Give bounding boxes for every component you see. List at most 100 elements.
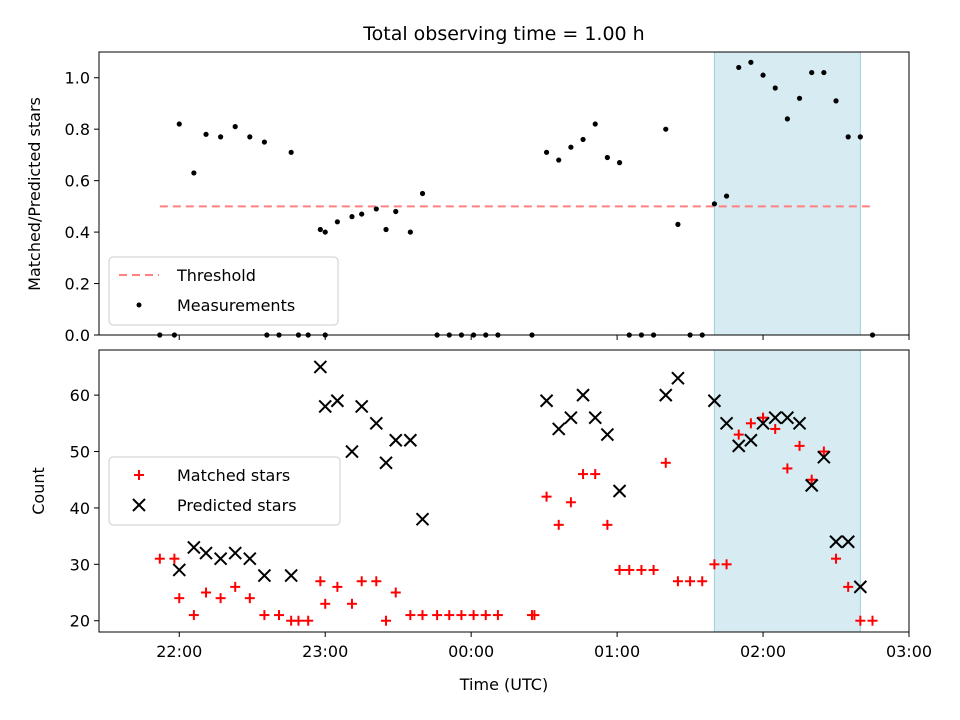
x-tick-label: 22:00 (156, 642, 202, 661)
measurement-point (261, 139, 268, 145)
bottom-legend: Matched stars Predicted stars (108, 456, 341, 526)
top-y-axis: 0.0 0.2 0.4 0.6 0.8 1.0 (65, 69, 99, 345)
bottom-y-tick-label: 60 (70, 386, 90, 405)
matched-star-point (614, 564, 625, 575)
matched-star-point (782, 463, 793, 474)
measurement-point (821, 69, 827, 76)
matched-star-point (303, 615, 314, 626)
matched-star-point (188, 610, 199, 621)
top-x-ticks (178, 335, 910, 340)
bottom-legend-box (108, 456, 341, 526)
matched-star-point (244, 593, 255, 604)
bottom-y-tick-label: 30 (70, 555, 90, 574)
predicted-star-point (841, 535, 855, 549)
measurement-point (760, 72, 766, 78)
measurement-point (218, 134, 224, 140)
bottom-y-tick-label: 50 (70, 443, 90, 462)
top-legend-box (108, 256, 339, 326)
matched-star-point (332, 581, 343, 592)
matched-star-point (154, 553, 165, 564)
measurement-point (748, 59, 754, 65)
matched-star-point (818, 446, 829, 457)
matched-star-point (456, 610, 467, 621)
measurement-point (723, 193, 730, 199)
predicted-star-point (792, 416, 807, 431)
matched-star-point (648, 564, 659, 575)
matched-star-point (417, 610, 428, 621)
matched-star-point (371, 576, 382, 587)
matched-star-point (320, 598, 331, 609)
top-y-tick-label: 0.0 (65, 326, 90, 345)
measurement-point (833, 98, 839, 104)
measurement-point (556, 157, 562, 163)
measurement-point (232, 124, 238, 130)
x-tick-label: 02:00 (740, 642, 786, 661)
matched-star-point (432, 610, 443, 621)
predicted-star-point (576, 388, 590, 402)
bottom-y-tick-label: 40 (70, 499, 90, 518)
bottom-y-axis: 20 30 40 50 60 (70, 386, 99, 631)
matched-star-point (468, 610, 479, 621)
legend-predicted-swatch (132, 498, 146, 512)
matched-star-point (590, 469, 601, 480)
top-y-tick-label: 0.2 (65, 275, 90, 294)
x-tick-label: 01:00 (594, 642, 640, 661)
matched-star-point (381, 615, 392, 626)
predicted-star-point (354, 399, 369, 414)
measurement-point (383, 226, 389, 233)
matched-star-point (346, 598, 357, 609)
predicted-star-point (313, 360, 328, 374)
measurement-point (393, 208, 399, 215)
matched-star-point (565, 497, 576, 508)
bottom-x-axis: 22:00 23:00 00:00 01:00 02:00 03:00 (156, 632, 932, 661)
matched-star-point (259, 610, 270, 621)
matched-star-point (697, 576, 708, 587)
top-y-tick-label: 0.4 (65, 223, 90, 242)
measurement-point (592, 121, 598, 127)
legend-measurements-swatch (136, 302, 142, 308)
top-y-tick-label: 0.6 (65, 172, 90, 191)
measurement-point (663, 126, 669, 132)
legend-matched-swatch (134, 470, 144, 480)
x-tick-label: 23:00 (302, 642, 348, 661)
predicted-star-point (756, 416, 770, 431)
top-y-tick-label: 0.8 (65, 120, 90, 139)
predicted-star-point (403, 433, 418, 447)
matched-star-point (293, 615, 304, 626)
matched-star-point (855, 615, 866, 626)
measurement-point (176, 121, 182, 127)
matched-star-point (169, 553, 180, 564)
measurement-point (359, 211, 365, 217)
matched-star-point (602, 519, 613, 530)
predicted-star-point (228, 546, 242, 560)
x-axis-label: Time (UTC) (459, 675, 548, 694)
matched-star-point (274, 610, 284, 621)
predicted-star-point (719, 416, 734, 431)
predicted-star-point (612, 484, 627, 498)
matched-star-point (721, 559, 732, 570)
measurement-point (203, 131, 209, 137)
predicted-star-point (539, 394, 554, 408)
measurement-point (419, 190, 426, 197)
predicted-star-point (707, 394, 722, 408)
predicted-star-point (780, 410, 795, 425)
matched-star-point (444, 610, 455, 621)
measurement-point (796, 95, 803, 101)
matched-star-point (867, 615, 878, 626)
top-legend: Threshold Measurements (108, 256, 339, 326)
matched-star-point (745, 418, 756, 429)
matched-star-point (636, 564, 647, 575)
legend-threshold-label: Threshold (176, 266, 256, 285)
matched-star-point (660, 457, 671, 468)
matched-star-point (733, 429, 744, 440)
matched-star-point (770, 423, 781, 434)
matched-star-point (390, 587, 401, 598)
bottom-y-tick-label: 20 (70, 612, 90, 631)
predicted-star-point (659, 388, 673, 402)
predicted-star-point (199, 546, 213, 560)
matched-star-point (758, 412, 769, 423)
matched-star-point (672, 576, 683, 587)
measurement-point (334, 219, 340, 225)
matched-star-point (685, 576, 696, 587)
matched-star-point (215, 593, 226, 604)
